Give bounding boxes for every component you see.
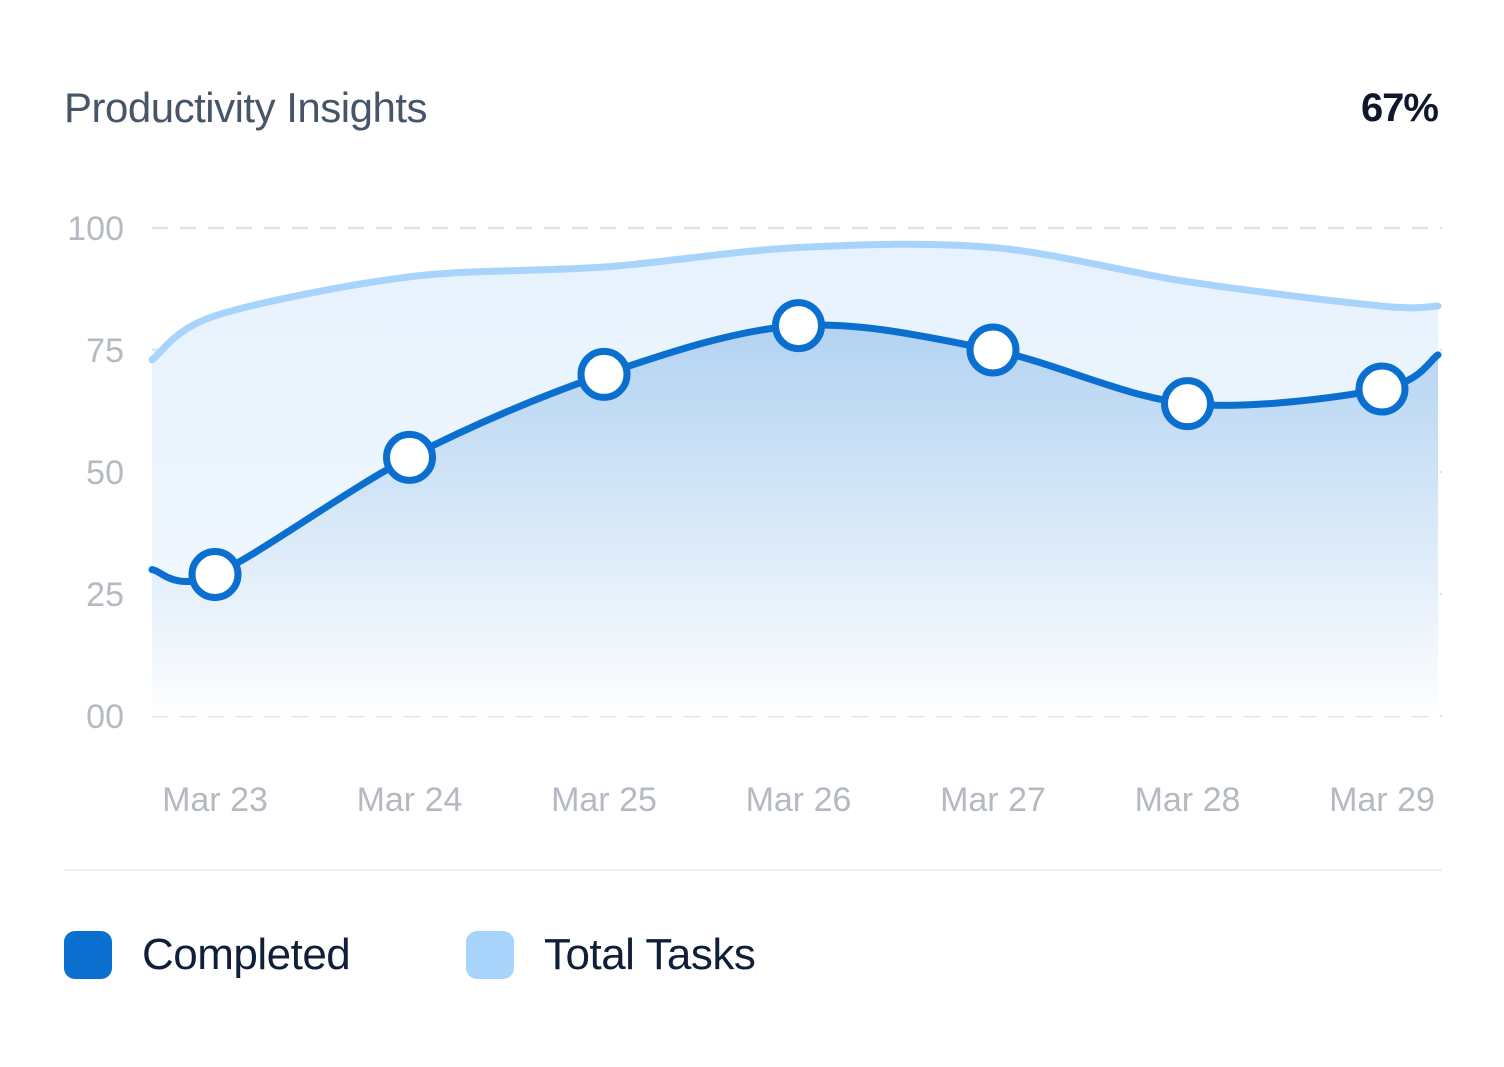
x-tick-label: Mar 25	[551, 781, 657, 819]
total-tasks-swatch	[466, 931, 514, 979]
completed-point[interactable]	[577, 347, 631, 401]
productivity-chart: 100 75 50 25 00 Mar 23 Mar 24 Mar 25 Mar 26 Mar …	[67, 210, 1442, 819]
x-tick-label: Mar 23	[162, 781, 268, 819]
completed-point[interactable]	[772, 299, 825, 353]
y-tick-label: 00	[86, 698, 124, 736]
completed-area	[152, 324, 1438, 716]
chart-title: Productivity Insights	[64, 84, 428, 131]
completed-point[interactable]	[383, 430, 436, 484]
percentage-value: 67%	[1360, 86, 1439, 130]
legend-item-total-tasks: Total Tasks	[466, 930, 756, 980]
x-tick-label: Mar 24	[357, 781, 463, 819]
y-tick-label: 75	[86, 332, 124, 370]
completed-point[interactable]	[188, 547, 242, 601]
legend-label-completed: Completed	[142, 930, 351, 979]
y-tick-label: 100	[67, 210, 124, 248]
divider	[64, 869, 1442, 871]
x-tick-label: Mar 27	[940, 781, 1046, 819]
x-tick-label: Mar 28	[1135, 781, 1241, 819]
legend-label-total-tasks: Total Tasks	[544, 930, 756, 979]
completed-point[interactable]	[1161, 377, 1214, 431]
x-tick-label: Mar 26	[746, 781, 852, 819]
legend-item-completed: Completed	[64, 930, 351, 980]
y-tick-label: 50	[86, 454, 124, 492]
completed-point[interactable]	[1355, 362, 1409, 416]
x-tick-label: Mar 29	[1329, 781, 1435, 819]
total-tasks-line	[148, 240, 1442, 364]
y-tick-label: 25	[86, 576, 124, 614]
completed-point[interactable]	[966, 323, 1020, 377]
completed-swatch	[64, 931, 112, 979]
